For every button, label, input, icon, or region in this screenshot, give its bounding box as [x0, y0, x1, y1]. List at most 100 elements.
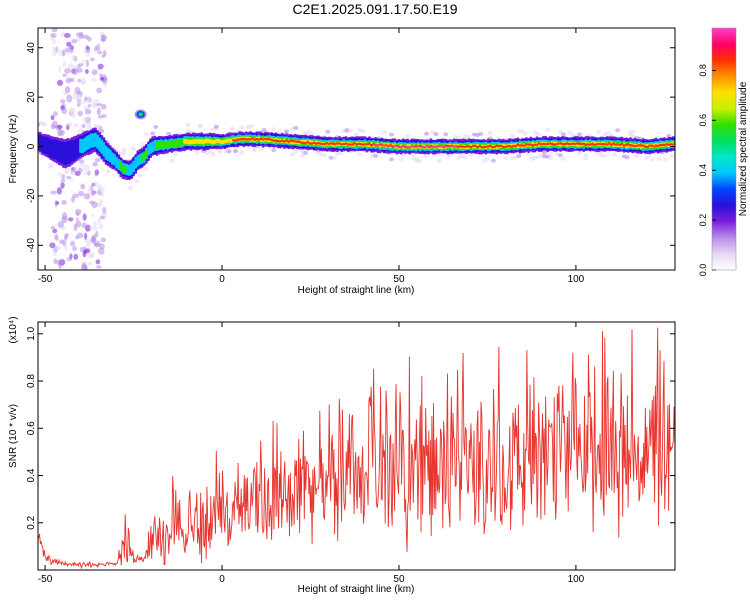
spectrogram-cell: [257, 138, 261, 141]
spectrogram-y-tick-label: 0: [26, 143, 37, 149]
spectrogram-cell: [484, 145, 488, 148]
spectrogram-cell: [229, 138, 233, 143]
spectrogram-cell: [62, 60, 66, 68]
spectrogram-cell: [622, 144, 626, 147]
spectrogram-cell: [607, 142, 611, 145]
snr-x-tick-label: 0: [219, 574, 225, 585]
spectrogram-cell: [127, 185, 133, 190]
spectrogram-cell: [365, 143, 369, 146]
spectrogram-cell: [404, 145, 407, 147]
spectrogram-cell: [70, 113, 77, 118]
spectrogram-cell: [58, 65, 62, 73]
spectrogram-cell: [370, 143, 373, 147]
spectrogram-cell: [70, 171, 76, 176]
spectrogram-cell: [271, 127, 277, 132]
spectrogram-cell: [468, 152, 474, 157]
spectrogram-cell: [83, 193, 91, 200]
spectrogram-cell: [51, 120, 58, 128]
spectrogram-cell: [62, 141, 65, 165]
spectrogram-cell: [350, 143, 354, 146]
spectrogram-cell: [516, 153, 522, 158]
spectrogram-cell: [539, 143, 543, 146]
spectrogram-cell: [431, 145, 435, 148]
spectrogram-cell: [650, 157, 656, 162]
spectrogram-cell: [69, 49, 74, 53]
spectrogram-cell: [70, 240, 76, 247]
spectrogram-cell: [64, 32, 71, 39]
spectrogram-cell: [95, 259, 101, 265]
spectrogram-cell: [268, 138, 271, 141]
spectrogram-cell: [363, 143, 367, 146]
spectrogram-cell: [323, 142, 327, 146]
spectrogram-cell: [73, 123, 79, 128]
spectrogram-cell: [47, 138, 51, 157]
spectrogram-cell: [150, 131, 156, 136]
spectrogram-cell: [593, 143, 596, 146]
spectrogram-cell: [142, 152, 146, 161]
spectrogram-cell: [535, 143, 539, 146]
spectrogram-cell: [380, 145, 384, 147]
spectrogram-cell: [83, 164, 91, 172]
spectrogram-cell: [376, 145, 380, 147]
spectrogram-cell: [510, 145, 514, 148]
spectrogram-cell: [49, 242, 56, 249]
spectrogram-cell: [51, 139, 55, 159]
spectrogram-cell: [121, 164, 125, 174]
spectrogram-cell: [67, 62, 74, 70]
spectrogram-cell: [319, 142, 322, 145]
spectrogram-cell: [321, 142, 325, 146]
spectrogram-cell: [374, 143, 378, 145]
spectrogram-cell: [193, 139, 197, 144]
spectrogram-cell: [83, 265, 88, 270]
spectrogram-cell: [462, 155, 468, 160]
spectrogram-cell: [98, 137, 102, 152]
spectrogram-cell: [99, 76, 104, 81]
spectrogram-cell: [654, 144, 658, 147]
spectrogram-cell: [71, 55, 78, 61]
spectrogram-cell: [525, 143, 528, 146]
spectrogram-cell: [569, 142, 573, 146]
spectrogram-cell: [71, 64, 78, 69]
spectrogram-cell: [128, 164, 131, 177]
spectrogram-cell: [96, 107, 102, 116]
spectrogram-cell: [595, 143, 598, 146]
spectrogram-y-tick-label: 20: [26, 91, 37, 103]
spectrogram-cell: [304, 141, 308, 145]
spectrogram-cell: [421, 146, 424, 148]
spectrogram-cell: [424, 131, 430, 136]
spectrogram-cell: [69, 108, 76, 116]
spectrogram-cell: [590, 142, 594, 146]
spectrogram-cell: [79, 246, 84, 253]
spectrogram-cell: [414, 146, 418, 148]
spectrogram-cell: [488, 144, 492, 148]
spectrogram-cell: [77, 137, 80, 158]
spectrogram-cell: [266, 138, 269, 141]
spectrogram-cell: [533, 143, 537, 146]
spectrogram-cell: [391, 144, 395, 147]
spectrogram-cell: [516, 143, 520, 147]
spectrogram-cell: [252, 148, 258, 153]
spectrogram-x-tick-label: 100: [568, 274, 585, 285]
spectrogram-cell: [583, 153, 589, 158]
spectrogram-cell: [52, 228, 58, 234]
spectrogram-cell: [69, 253, 73, 259]
spectrogram-cell: [169, 158, 175, 163]
spectrogram-cell: [91, 189, 96, 195]
spectrogram-cell: [482, 145, 486, 149]
spectrogram-cell: [147, 144, 150, 156]
spectrogram-cell: [89, 224, 93, 232]
spectrogram-cell: [457, 145, 460, 148]
spectrogram-cell: [140, 153, 144, 162]
spectrogram-cell: [96, 124, 102, 129]
spectrogram-cell: [297, 140, 301, 144]
spectrogram-cell: [438, 145, 441, 147]
spectrogram-cell: [669, 143, 673, 146]
spectrogram-cell: [584, 143, 588, 146]
spectrogram-cell: [542, 142, 545, 145]
spectrogram-cell: [306, 141, 310, 144]
spectrogram-cell: [64, 233, 70, 237]
spectrogram-cell: [531, 144, 535, 147]
spectrogram-cell: [299, 153, 305, 158]
spectrogram-cell: [478, 144, 482, 148]
spectrogram-cell: [185, 122, 191, 127]
